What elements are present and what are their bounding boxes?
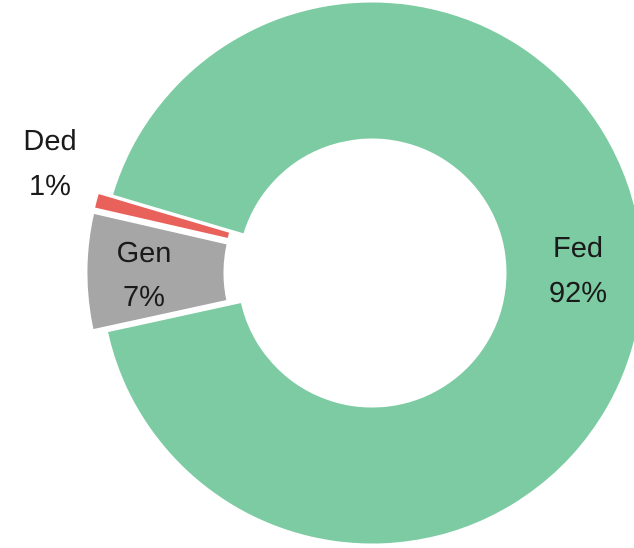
slice-fed — [104, 0, 634, 547]
slice-gen — [84, 210, 231, 333]
slice-label-fed-value: 92% — [549, 277, 607, 309]
slice-ded — [91, 190, 233, 242]
slice-label-ded-value: 1% — [29, 170, 71, 202]
slice-label-fed-name: Fed — [553, 232, 603, 264]
slice-label-gen-value: 7% — [123, 281, 165, 313]
slice-label-gen-name: Gen — [117, 237, 172, 269]
slice-label-ded-name: Ded — [23, 125, 76, 157]
slices-group — [84, 0, 634, 547]
